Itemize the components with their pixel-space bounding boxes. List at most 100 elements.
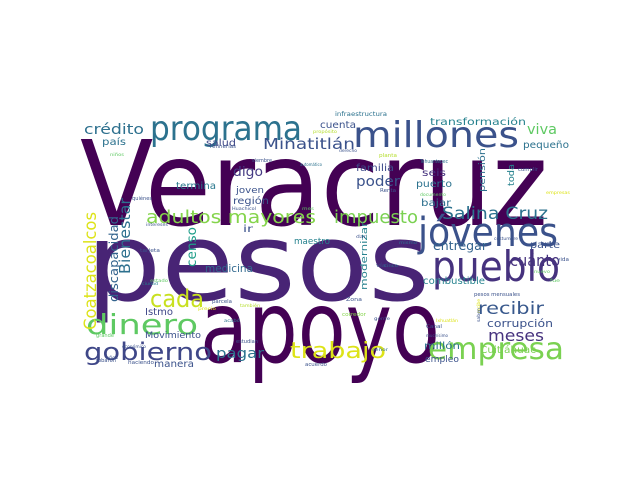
cloud-word: viva — [527, 122, 557, 138]
cloud-word: puerto — [416, 179, 452, 190]
cloud-word: Canal — [426, 324, 442, 330]
cloud-word: modernizar — [360, 222, 370, 290]
cloud-word: refinerías — [210, 143, 236, 150]
cloud-word: millones — [353, 115, 519, 156]
cloud-word: saben — [476, 307, 481, 322]
cloud-word: trabajo — [290, 339, 386, 364]
cloud-word: dar — [356, 234, 367, 239]
cloud-word: infraestructura — [335, 111, 387, 118]
cloud-word: Veracruz — [80, 115, 548, 253]
cloud-word: estado — [150, 278, 169, 283]
cloud-word: propósito — [313, 129, 338, 134]
cloud-word: empleo — [425, 355, 459, 365]
cloud-word: mes — [302, 206, 314, 211]
cloud-word: medicina — [205, 262, 253, 275]
cloud-word: región — [233, 195, 269, 207]
cloud-word: digo — [233, 165, 263, 180]
cloud-word: ir — [243, 224, 254, 235]
cloud-word: Renta — [380, 188, 396, 194]
cloud-word: estudian — [236, 339, 258, 345]
cloud-word: cuánto — [510, 251, 560, 270]
cloud-word: dinero — [86, 308, 198, 341]
cloud-word: poder — [356, 174, 400, 190]
cloud-word: años — [106, 355, 118, 360]
cloud-word: censo — [185, 227, 200, 267]
cloud-word: programa — [150, 109, 302, 149]
cloud-word: salud — [206, 138, 236, 149]
cloud-word: siembre — [252, 158, 272, 164]
cloud-word: seis — [422, 168, 446, 179]
cloud-word: recibe — [476, 298, 481, 313]
cloud-word: apoyo — [200, 269, 440, 386]
cloud-word: corrupción — [487, 317, 553, 330]
cloud-word: pesos — [86, 201, 430, 326]
cloud-word: ciudad — [142, 281, 159, 286]
cloud-word: quiénes — [132, 195, 152, 202]
cloud-word: nuevo — [534, 269, 551, 274]
cloud-word: tarjeta — [140, 248, 160, 254]
cloud-word: muchísimo — [426, 333, 449, 338]
cloud-word: niños — [110, 152, 124, 157]
cloud-word: cinco — [384, 263, 399, 268]
cloud-word: entregar — [433, 239, 487, 253]
cloud-word: Coatzacoalcos — [81, 212, 101, 330]
cloud-word: documento — [420, 192, 447, 197]
cloud-word: Movimiento — [145, 331, 202, 341]
cloud-word: empresa — [428, 332, 564, 367]
cloud-word: bajar — [421, 198, 452, 209]
cloud-word: Minatitlán — [263, 135, 355, 153]
cloud-word: pensión — [477, 148, 488, 192]
cloud-word: precio — [198, 306, 217, 311]
cloud-word: acabó — [224, 318, 241, 323]
cloud-word: empresas — [546, 190, 570, 195]
cloud-word: automático — [300, 162, 323, 167]
cloud-word: cada — [150, 285, 204, 313]
cloud-word: derecho — [339, 148, 358, 153]
cloud-word: impuesto — [334, 207, 418, 228]
cloud-word: costumbre — [494, 236, 519, 241]
cloud-word: pagar — [216, 346, 264, 362]
cloud-word: parcela — [212, 299, 232, 305]
cloud-word: haciendo — [128, 360, 154, 366]
cloud-word: Salina Cruz — [442, 204, 548, 224]
cloud-word: joven — [235, 186, 264, 196]
cloud-word: señor — [372, 347, 389, 352]
cloud-word: transformación — [430, 116, 526, 128]
cloud-word: Bienestar — [116, 197, 134, 274]
cloud-word: pueblo — [432, 242, 560, 291]
cloud-word: familia — [356, 163, 394, 174]
cloud-word: parte — [530, 240, 560, 251]
cloud-word: vía — [376, 262, 386, 269]
cloud-word: jóvenes — [417, 210, 558, 256]
word-cloud-background — [78, 112, 562, 370]
cloud-word: mismo — [399, 240, 418, 245]
cloud-word: pesos mensuales — [474, 292, 520, 298]
cloud-word: Ixhuatlán — [436, 318, 459, 323]
cloud-word: Cuitláhuac — [480, 344, 536, 356]
cloud-word: acuerdo — [305, 362, 327, 368]
cloud-word: fue — [550, 278, 561, 283]
cloud-word: adultos mayores — [146, 207, 316, 228]
cloud-word: también — [240, 303, 261, 308]
cloud-word: robaron — [96, 358, 116, 364]
cloud-word: toda — [507, 164, 517, 186]
cloud-word: gente — [374, 316, 391, 321]
cloud-word: vida — [557, 257, 569, 263]
cloud-word: Istmo — [145, 307, 173, 318]
cloud-word: Huachicol — [232, 206, 256, 211]
cloud-word: Zona — [346, 297, 362, 303]
cloud-word: cuenta — [320, 120, 356, 131]
cloud-word: país — [102, 136, 126, 148]
cloud-word: grande — [96, 333, 114, 339]
cloud-word: pequeño — [523, 140, 569, 151]
cloud-word: cumplir — [518, 167, 539, 173]
cloud-word: combustible — [423, 276, 485, 287]
cloud-word: crédito — [84, 122, 144, 138]
cloud-word: millón — [424, 340, 460, 352]
cloud-word: intereses — [146, 222, 168, 227]
cloud-word: gobierno — [84, 338, 212, 366]
cloud-word: termina — [176, 181, 216, 192]
cloud-word: manera — [154, 359, 194, 370]
